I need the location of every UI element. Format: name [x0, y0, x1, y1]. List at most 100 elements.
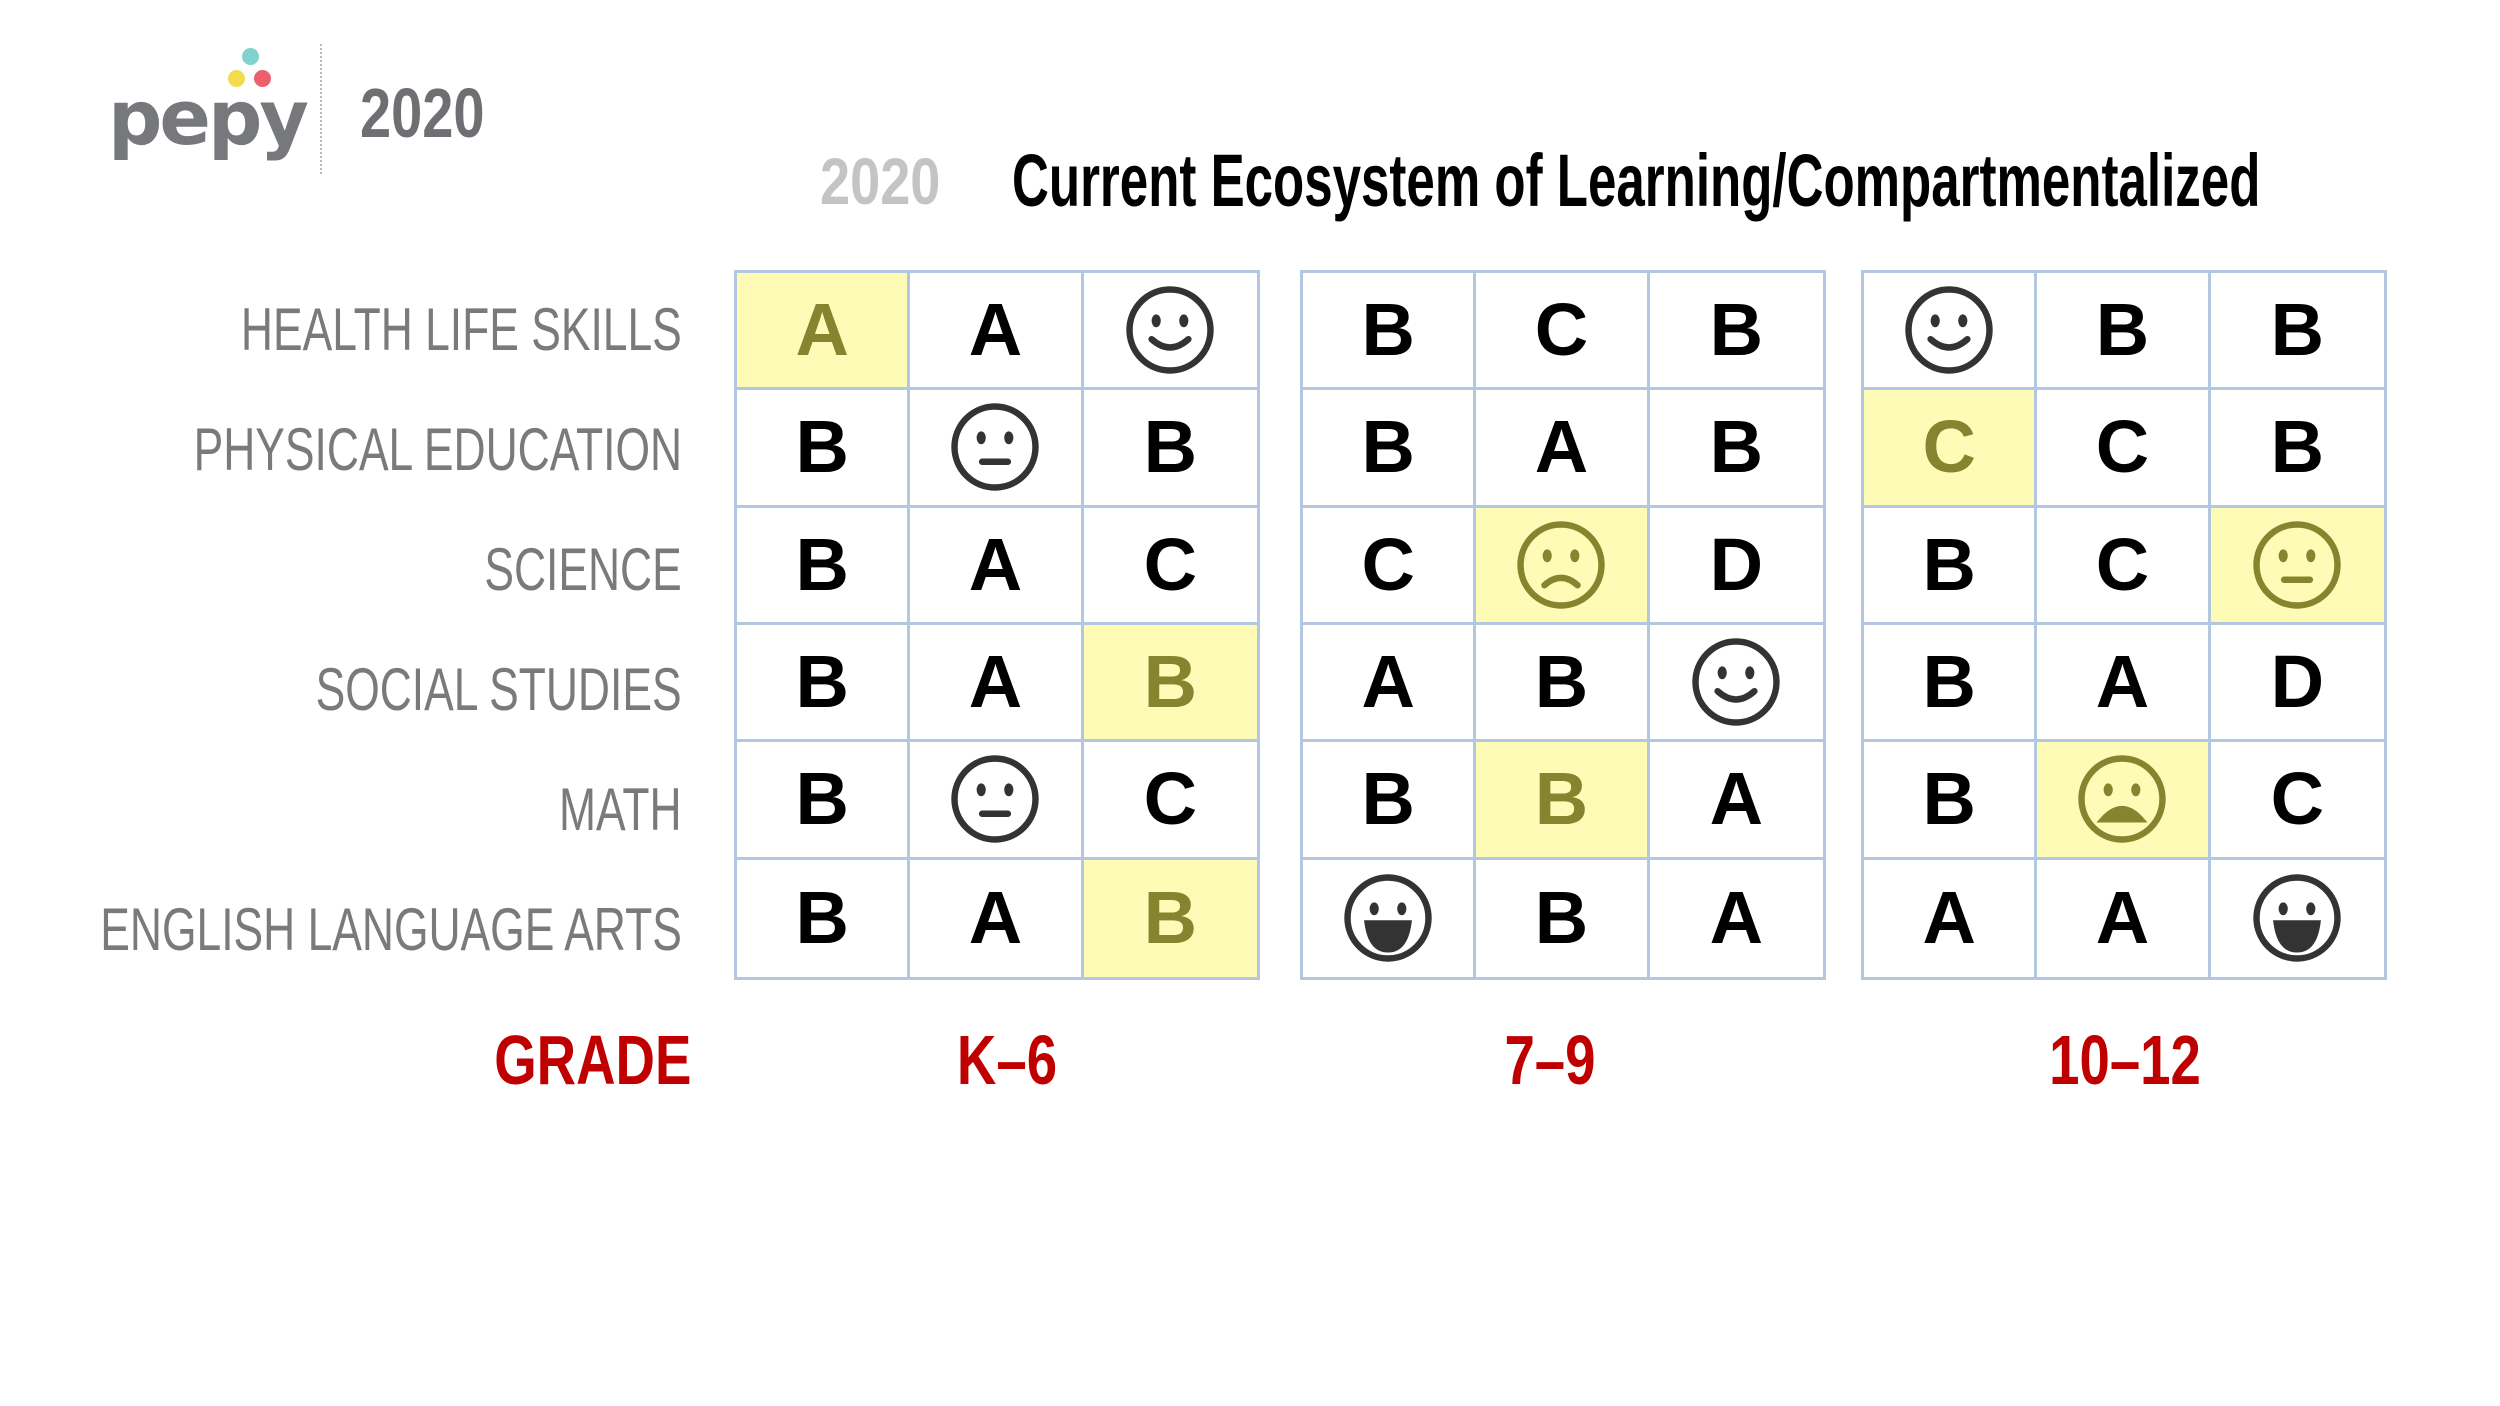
page-title: Current Ecosystem of Learning/Compartmen…	[1012, 139, 2261, 222]
grade-cell	[1864, 273, 2038, 391]
grade-letter: C	[1534, 288, 1589, 372]
grade-letter: A	[968, 640, 1023, 724]
grade-cell	[2210, 507, 2384, 625]
grade-cell: B	[1649, 273, 1823, 391]
logo-wordmark: pepy	[108, 73, 309, 162]
grade-cell	[910, 390, 1084, 508]
neutral-face-icon	[2251, 519, 2343, 611]
grade-cell	[910, 742, 1084, 860]
grade-letter: A	[1534, 405, 1589, 489]
grade-cell: B	[737, 390, 911, 508]
grade-cell: C	[1864, 390, 2038, 508]
grade-cell: A	[1649, 742, 1823, 860]
grade-letter: A	[1709, 876, 1764, 960]
grade-letter: C	[1143, 522, 1198, 606]
logo-dot-yellow	[228, 70, 245, 87]
subject-label: MATH	[559, 776, 682, 843]
grade-letter: A	[2095, 640, 2150, 724]
grade-letter: B	[1534, 876, 1589, 960]
grade-cell: B	[1476, 859, 1650, 977]
grade-cell: C	[2037, 507, 2211, 625]
grade-letter: A	[968, 288, 1023, 372]
grade-letter: C	[1143, 757, 1198, 841]
neutral-face-icon	[949, 401, 1041, 493]
subject-label: SOCIAL STUDIES	[316, 656, 682, 723]
subject-label: SCIENCE	[484, 536, 682, 603]
grade-cell: A	[1476, 390, 1650, 508]
grade-letter: B	[795, 757, 849, 841]
grade-letter: B	[2270, 405, 2325, 489]
grade-letter: B	[1361, 757, 1415, 841]
grade-cell: B	[1476, 625, 1650, 743]
grade-cell	[2037, 742, 2211, 860]
grade-cell	[1083, 273, 1257, 391]
grade-letter: C	[2270, 757, 2325, 841]
grade-letter: B	[795, 522, 849, 606]
grade-cell: B	[1303, 742, 1477, 860]
header-year: 2020	[360, 74, 485, 152]
smile-face-icon	[1124, 284, 1216, 376]
grade-cell: A	[910, 507, 1084, 625]
grade-cell: B	[737, 625, 911, 743]
grade-letter: B	[795, 640, 849, 724]
grade-letter: A	[968, 876, 1023, 960]
grade-cell: B	[1864, 625, 2038, 743]
grade-cell	[2211, 860, 2384, 977]
subject-label: PHYSICAL EDUCATION	[193, 416, 682, 483]
grade-cell: C	[2210, 742, 2384, 860]
sad-face-icon	[1515, 519, 1607, 611]
grade-letter: B	[1534, 757, 1589, 841]
grade-cell	[1303, 859, 1477, 977]
grade-cell: B	[1303, 390, 1477, 508]
grade-letter: A	[968, 522, 1023, 606]
grade-cell: B	[1083, 859, 1257, 977]
grade-cell: A	[1864, 859, 2038, 977]
grade-cell: B	[1303, 273, 1477, 391]
grade-cell: B	[1083, 625, 1257, 743]
grade-cell: B	[737, 742, 911, 860]
grade-letter: D	[1709, 522, 1764, 606]
grade-letter: A	[1709, 757, 1764, 841]
grade-letter: B	[2095, 288, 2150, 372]
grade-letter: A	[1922, 876, 1976, 960]
smile-face-icon	[1903, 284, 1995, 376]
grade-letter: B	[1922, 757, 1976, 841]
grade-cell: B	[2037, 273, 2211, 391]
grade-cell: C	[1083, 508, 1257, 625]
grade-letter: A	[1361, 640, 1415, 724]
grade-cell: D	[1649, 508, 1823, 625]
grade-cell: B	[1864, 742, 2038, 860]
grade-cell: A	[910, 625, 1084, 743]
grade-cell	[1649, 625, 1823, 743]
grade-letter: C	[1922, 405, 1976, 489]
grade-letter: D	[2270, 640, 2325, 724]
grade-letter: B	[1143, 640, 1198, 724]
grin-face-icon	[2251, 872, 2343, 964]
grade-cell: D	[2210, 625, 2384, 743]
grade-cell: A	[1650, 860, 1823, 977]
grade-cell: A	[910, 859, 1084, 977]
title-year: 2020	[820, 144, 941, 218]
grade-letter: C	[2095, 522, 2150, 606]
grade-letter: B	[1709, 288, 1764, 372]
grade-cell: C	[1303, 507, 1477, 625]
grade-group-label-7-9: 7–9	[1504, 1021, 1596, 1099]
grade-letter: B	[795, 405, 849, 489]
grade-cell: B	[737, 507, 911, 625]
grade-cell: B	[1864, 507, 2038, 625]
grade-letter: B	[1534, 640, 1589, 724]
subject-label: HEALTH LIFE SKILLS	[241, 296, 682, 363]
grin-face-icon	[1342, 872, 1434, 964]
grade-group-label-k6: K–6	[956, 1021, 1058, 1099]
grade-letter: B	[1143, 405, 1198, 489]
pepy-logo: pepy	[108, 42, 309, 172]
logo-dot-teal	[242, 48, 259, 65]
grade-letter: C	[1361, 522, 1415, 606]
grade-cell: B	[1476, 742, 1650, 860]
grade-cell: B	[2210, 273, 2384, 391]
grade-cell: A	[1303, 625, 1477, 743]
logo-dot-pink	[254, 70, 271, 87]
grade-label: GRADE	[494, 1021, 692, 1099]
